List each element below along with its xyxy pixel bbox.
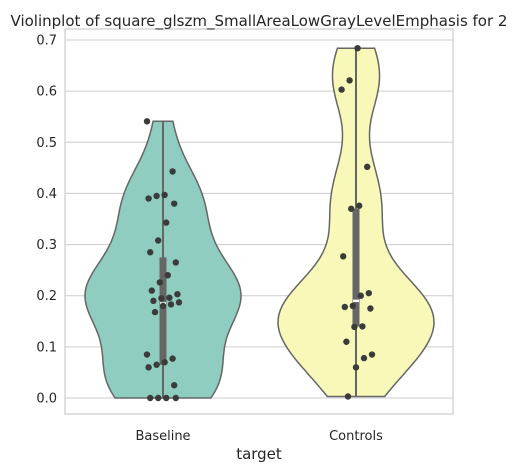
data-point [163,219,170,226]
x-tick-label: Controls [329,429,383,444]
y-tick-label: 0.4 [36,187,57,202]
y-tick-labels: 0.0 0.1 0.2 0.3 0.4 0.5 0.6 0.7 [36,34,57,407]
data-point [354,44,361,52]
data-point [367,305,374,312]
y-tick-label: 0.1 [36,340,57,355]
data-point [368,351,376,358]
inner-boxes [159,48,360,398]
data-point [364,163,371,171]
data-point [148,287,155,294]
data-point [169,168,176,175]
data-point [174,290,181,298]
data-point [150,297,157,305]
data-point [175,299,183,306]
data-point [161,191,168,199]
iqr-box [159,257,167,365]
data-point [356,202,363,209]
data-point [167,301,175,308]
data-point [153,361,160,368]
data-point [172,394,179,402]
y-tick-label: 0.2 [36,289,57,304]
data-point [147,394,154,402]
data-point [163,394,170,402]
data-point [349,302,356,310]
x-axis-label: target [236,445,282,463]
data-point [164,272,171,279]
data-point [156,279,163,286]
data-point [153,192,160,200]
data-point [158,295,165,302]
data-point [143,351,151,358]
median-marker [353,299,359,303]
y-tick-label: 0.0 [36,392,57,407]
data-point [344,393,352,400]
data-point [145,364,152,371]
x-tick-labels: Baseline Controls [135,429,383,444]
data-point [155,394,162,402]
data-point [171,382,178,389]
y-tick-label: 0.7 [36,34,57,49]
data-point [161,359,168,366]
data-point [169,355,176,362]
data-point [365,289,372,297]
data-point [343,338,350,345]
data-point [171,200,178,207]
x-tick-label: Baseline [135,429,190,444]
data-point [346,77,353,84]
data-point [172,259,179,266]
data-point [340,253,347,260]
data-point [151,308,159,316]
data-point [357,292,364,299]
data-point [359,323,366,330]
data-point [159,302,167,310]
data-point [147,249,154,256]
iqr-box [352,208,360,327]
y-tick-label: 0.6 [36,85,57,100]
data-point [143,118,151,125]
y-tick-label: 0.5 [36,136,57,151]
y-tick-label: 0.3 [36,238,57,253]
data-point [351,323,358,331]
chart-title: Violinplot of square_glszm_SmallAreaLowG… [11,12,508,31]
data-point [348,205,355,212]
data-point [155,237,162,244]
data-point [145,195,152,202]
data-points [143,44,376,402]
data-point [338,86,345,93]
data-point [166,294,173,301]
data-point [352,364,360,371]
data-point [360,354,368,362]
data-point [341,303,348,311]
